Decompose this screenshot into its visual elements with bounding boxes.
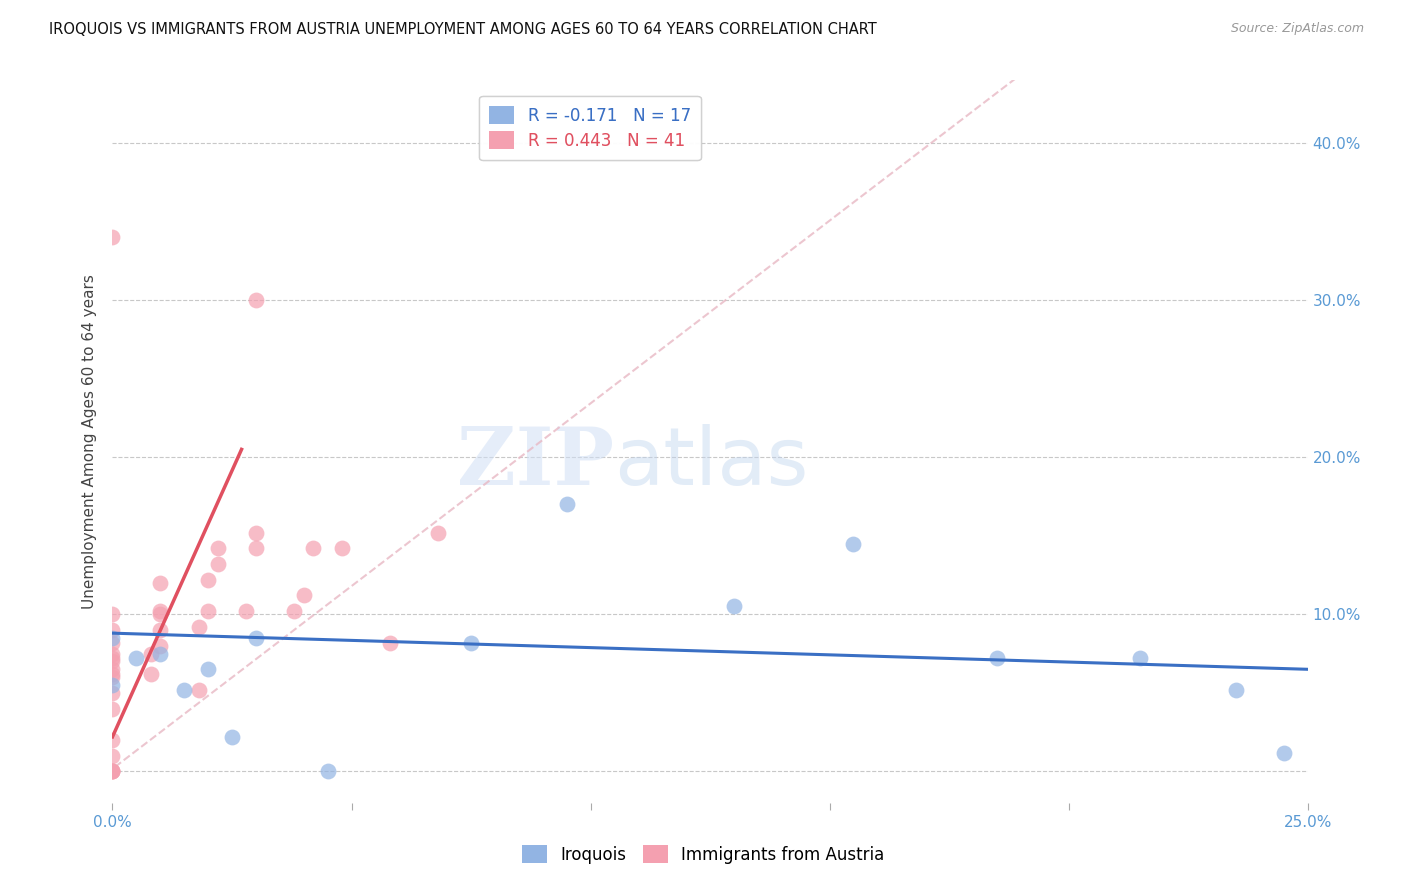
Legend: R = -0.171   N = 17, R = 0.443   N = 41: R = -0.171 N = 17, R = 0.443 N = 41: [479, 95, 700, 160]
Point: [207, 541, 229, 556]
Point: [125, 651, 148, 665]
Point: [101, 764, 124, 779]
Point: [139, 647, 162, 661]
Point: [101, 678, 124, 692]
Point: [197, 662, 219, 676]
Point: [197, 604, 219, 618]
Point: [101, 764, 124, 779]
Point: [101, 686, 124, 700]
Point: [187, 620, 209, 634]
Text: Source: ZipAtlas.com: Source: ZipAtlas.com: [1230, 22, 1364, 36]
Point: [460, 635, 482, 649]
Point: [245, 525, 267, 540]
Legend: Iroquois, Immigrants from Austria: Iroquois, Immigrants from Austria: [515, 838, 891, 871]
Point: [245, 541, 267, 556]
Point: [330, 541, 353, 556]
Point: [149, 604, 172, 618]
Point: [207, 557, 229, 571]
Point: [101, 655, 124, 669]
Point: [101, 607, 124, 622]
Text: IROQUOIS VS IMMIGRANTS FROM AUSTRIA UNEMPLOYMENT AMONG AGES 60 TO 64 YEARS CORRE: IROQUOIS VS IMMIGRANTS FROM AUSTRIA UNEM…: [49, 22, 877, 37]
Point: [197, 573, 219, 587]
Point: [149, 575, 172, 590]
Point: [302, 541, 325, 556]
Point: [149, 647, 172, 661]
Point: [101, 631, 124, 645]
Point: [101, 230, 124, 244]
Y-axis label: Unemployment Among Ages 60 to 64 years: Unemployment Among Ages 60 to 64 years: [82, 274, 97, 609]
Point: [316, 764, 339, 779]
Point: [101, 651, 124, 665]
Point: [101, 623, 124, 637]
Point: [723, 599, 745, 614]
Point: [101, 733, 124, 747]
Text: atlas: atlas: [614, 425, 808, 502]
Point: [986, 651, 1008, 665]
Point: [101, 635, 124, 649]
Point: [101, 647, 124, 661]
Point: [378, 635, 401, 649]
Point: [426, 525, 449, 540]
Point: [245, 293, 267, 308]
Point: [101, 670, 124, 684]
Point: [1129, 651, 1152, 665]
Point: [235, 604, 257, 618]
Point: [101, 662, 124, 676]
Point: [245, 631, 267, 645]
Text: ZIP: ZIP: [457, 425, 614, 502]
Point: [187, 682, 209, 697]
Point: [149, 607, 172, 622]
Point: [149, 639, 172, 653]
Point: [101, 764, 124, 779]
Point: [292, 589, 315, 603]
Point: [1225, 682, 1247, 697]
Point: [101, 764, 124, 779]
Point: [149, 623, 172, 637]
Point: [555, 497, 578, 511]
Point: [139, 667, 162, 681]
Point: [101, 701, 124, 715]
Point: [101, 748, 124, 763]
Point: [842, 536, 865, 550]
Point: [101, 667, 124, 681]
Point: [221, 730, 243, 744]
Point: [283, 604, 305, 618]
Point: [173, 682, 195, 697]
Point: [1272, 746, 1295, 760]
